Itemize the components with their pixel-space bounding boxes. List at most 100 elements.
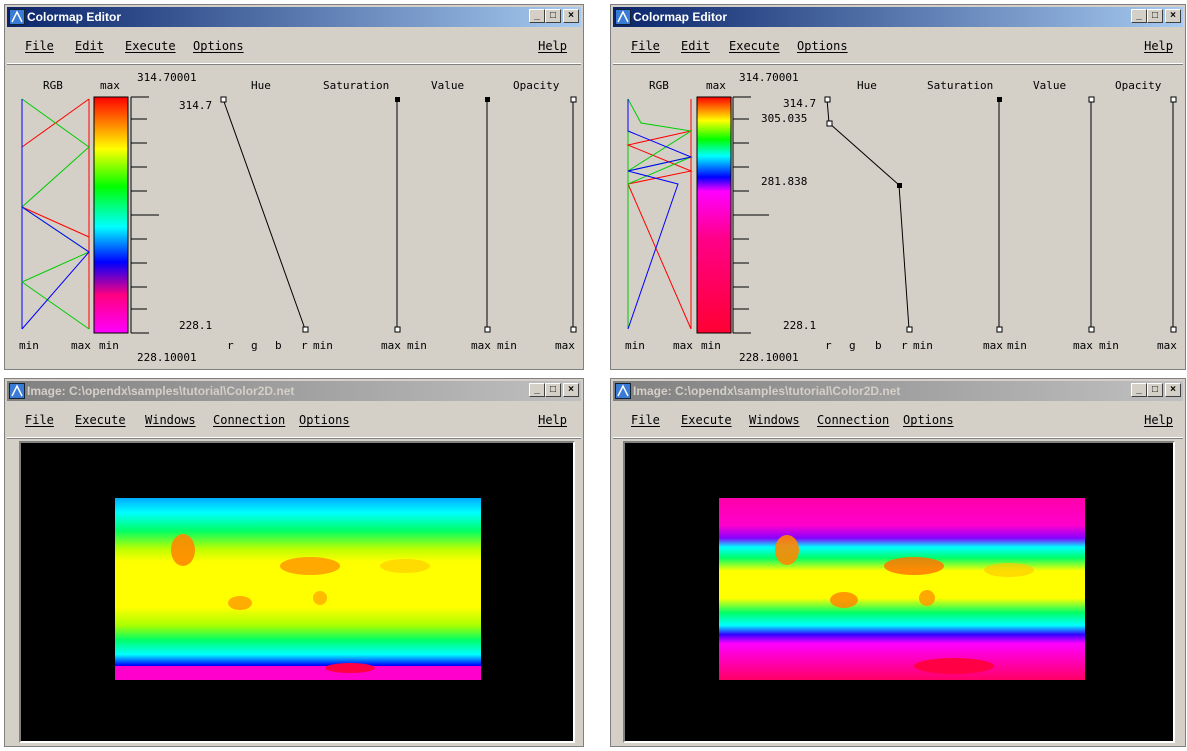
opacity-control-point[interactable] bbox=[1170, 326, 1177, 333]
opacity-control-point[interactable] bbox=[1170, 96, 1177, 103]
value-control-point[interactable] bbox=[484, 326, 491, 333]
menu-windows[interactable]: Windows bbox=[749, 413, 800, 427]
blue-curve[interactable] bbox=[627, 99, 693, 330]
rgb-curves[interactable] bbox=[626, 98, 693, 330]
image-canvas[interactable] bbox=[19, 441, 575, 743]
colorbar-ticks bbox=[130, 96, 159, 334]
menu-edit[interactable]: Edit bbox=[75, 39, 104, 53]
maximize-icon[interactable]: □ bbox=[545, 9, 561, 23]
saturation-control-point[interactable] bbox=[997, 97, 1002, 102]
menu-execute[interactable]: Execute bbox=[681, 413, 732, 427]
label-min: min bbox=[913, 339, 933, 352]
colormap-body: RGB max 314.70001 Hue Saturation Value O… bbox=[7, 67, 581, 367]
menu-windows[interactable]: Windows bbox=[145, 413, 196, 427]
menu-execute[interactable]: Execute bbox=[75, 413, 126, 427]
label-r: r bbox=[301, 339, 308, 352]
label-min: min bbox=[497, 339, 517, 352]
menu-help[interactable]: Help bbox=[538, 39, 567, 53]
menu-file[interactable]: File bbox=[25, 39, 54, 53]
minimize-icon[interactable]: _ bbox=[1131, 9, 1147, 23]
rgb-curves[interactable] bbox=[20, 98, 91, 330]
menu-help[interactable]: Help bbox=[538, 413, 567, 427]
hue-point-label: 228.1 bbox=[783, 319, 817, 332]
hue-control-point[interactable] bbox=[824, 96, 831, 103]
maximize-icon[interactable]: □ bbox=[1147, 383, 1163, 397]
menu-options[interactable]: Options bbox=[299, 413, 350, 427]
saturation-control-point[interactable] bbox=[394, 326, 401, 333]
value-curve[interactable] bbox=[1088, 96, 1095, 333]
label-min: min bbox=[407, 339, 427, 352]
hue-control-point[interactable] bbox=[897, 183, 902, 188]
opacity-control-point[interactable] bbox=[570, 96, 577, 103]
close-icon[interactable]: × bbox=[1165, 9, 1181, 23]
hue-control-point[interactable] bbox=[826, 120, 833, 127]
menu-connection[interactable]: Connection bbox=[817, 413, 890, 427]
hue-control-point[interactable] bbox=[906, 326, 913, 333]
title-bar[interactable]: Colormap Editor _ □ × bbox=[613, 7, 1183, 27]
label-max: max bbox=[673, 339, 693, 352]
menu-file[interactable]: File bbox=[631, 39, 660, 53]
menu-options[interactable]: Options bbox=[903, 413, 954, 427]
menu-connection[interactable]: Connection bbox=[213, 413, 286, 427]
saturation-curve[interactable] bbox=[996, 97, 1003, 333]
minimize-icon[interactable]: _ bbox=[529, 383, 545, 397]
hue-curve[interactable] bbox=[220, 96, 309, 333]
colormap-graph[interactable] bbox=[7, 67, 583, 367]
colormap-graph[interactable] bbox=[613, 67, 1185, 367]
menu-file[interactable]: File bbox=[25, 413, 54, 427]
close-icon[interactable]: × bbox=[563, 9, 579, 23]
opendx-icon bbox=[615, 9, 631, 25]
label-min: min bbox=[313, 339, 333, 352]
window-title: Image: C:\opendx\samples\tutorial\Color2… bbox=[633, 384, 901, 398]
opacity-control-point[interactable] bbox=[570, 326, 577, 333]
rgb-header: RGB bbox=[43, 79, 63, 92]
saturation-curve[interactable] bbox=[394, 97, 401, 333]
close-icon[interactable]: × bbox=[1165, 383, 1181, 397]
saturation-control-point[interactable] bbox=[395, 97, 400, 102]
title-bar[interactable]: Colormap Editor _ □ × bbox=[7, 7, 581, 27]
window-title: Image: C:\opendx\samples\tutorial\Color2… bbox=[27, 384, 295, 398]
value-control-point[interactable] bbox=[1088, 96, 1095, 103]
max-header: max bbox=[100, 79, 120, 92]
label-r: r bbox=[825, 339, 832, 352]
hue-control-point[interactable] bbox=[302, 326, 309, 333]
opacity-curve[interactable] bbox=[1170, 96, 1177, 333]
hue-point-label: 228.1 bbox=[179, 319, 213, 332]
label-min: min bbox=[19, 339, 39, 352]
colorbar-ticks bbox=[732, 96, 769, 334]
menu-bar: File Execute Windows Connection Options … bbox=[7, 403, 581, 438]
menu-execute[interactable]: Execute bbox=[729, 39, 780, 53]
menu-execute[interactable]: Execute bbox=[125, 39, 176, 53]
hue-control-point[interactable] bbox=[220, 96, 227, 103]
image-canvas[interactable] bbox=[623, 441, 1175, 743]
menu-edit[interactable]: Edit bbox=[681, 39, 710, 53]
hue-point-label: 305.035 bbox=[761, 112, 808, 125]
blue-curve[interactable] bbox=[21, 99, 90, 330]
menu-options[interactable]: Options bbox=[797, 39, 848, 53]
image-window-left: Image: C:\opendx\samples\tutorial\Color2… bbox=[4, 378, 584, 747]
value-curve[interactable] bbox=[484, 97, 491, 333]
max-header: max bbox=[706, 79, 726, 92]
menu-options[interactable]: Options bbox=[193, 39, 244, 53]
menu-help[interactable]: Help bbox=[1144, 39, 1173, 53]
close-icon[interactable]: × bbox=[563, 383, 579, 397]
value-control-point[interactable] bbox=[485, 97, 490, 102]
value-control-point[interactable] bbox=[1088, 326, 1095, 333]
opacity-curve[interactable] bbox=[570, 96, 577, 333]
maximize-icon[interactable]: □ bbox=[545, 383, 561, 397]
menu-help[interactable]: Help bbox=[1144, 413, 1173, 427]
label-max: max bbox=[983, 339, 1003, 352]
menu-file[interactable]: File bbox=[631, 413, 660, 427]
saturation-control-point[interactable] bbox=[996, 326, 1003, 333]
minimize-icon[interactable]: _ bbox=[529, 9, 545, 23]
value-header: Value bbox=[431, 79, 465, 92]
red-curve[interactable] bbox=[626, 99, 693, 330]
hue-curve[interactable] bbox=[824, 96, 913, 333]
minimize-icon[interactable]: _ bbox=[1131, 383, 1147, 397]
label-g: g bbox=[849, 339, 856, 352]
title-bar[interactable]: Image: C:\opendx\samples\tutorial\Color2… bbox=[7, 381, 581, 401]
title-bar[interactable]: Image: C:\opendx\samples\tutorial\Color2… bbox=[613, 381, 1183, 401]
menu-bar: File Edit Execute Options Help bbox=[7, 29, 581, 64]
label-min: min bbox=[1099, 339, 1119, 352]
maximize-icon[interactable]: □ bbox=[1147, 9, 1163, 23]
